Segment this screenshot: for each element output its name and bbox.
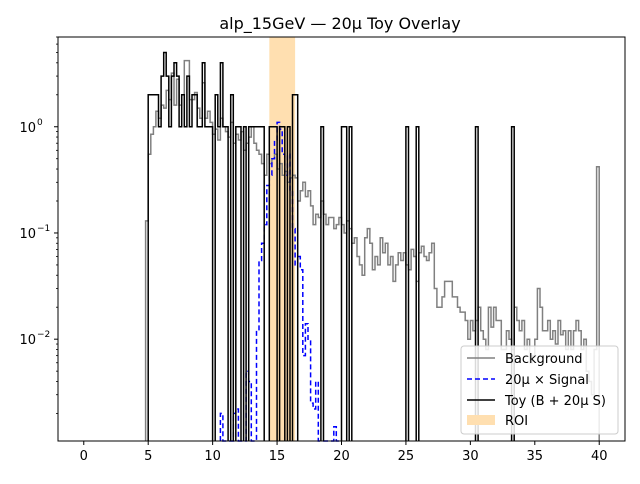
chart-title: alp_15GeV — 20μ Toy Overlay: [219, 14, 460, 34]
y-tick-exponent: 0: [37, 118, 43, 128]
y-tick-label: 10: [19, 121, 36, 136]
x-tick-label: 10: [204, 449, 221, 464]
x-tick-label: 20: [333, 449, 350, 464]
x-tick-label: 15: [269, 449, 286, 464]
toy-series: [147, 51, 515, 441]
legend-label-toy: Toy (B + 20μ S): [504, 394, 606, 409]
x-tick-label: 35: [527, 449, 544, 464]
x-axis: 0 5 10 15 20 25 30 35 40: [80, 441, 608, 464]
x-tick-label: 25: [398, 449, 415, 464]
y-tick-exponent: −1: [37, 224, 50, 234]
legend-label-background: Background: [505, 352, 583, 367]
x-tick-label: 5: [144, 449, 152, 464]
roi-band: [269, 37, 296, 441]
legend-box: [460, 345, 619, 435]
x-tick-label: 40: [591, 449, 608, 464]
roi-layer: [269, 37, 296, 441]
y-tick-label: 10: [19, 333, 36, 348]
legend: Background 20μ × Signal Toy (B + 20μ S) …: [460, 345, 619, 435]
y-tick-exponent: −2: [37, 330, 50, 340]
y-tick-label: 10: [19, 227, 36, 242]
signal-series: [219, 121, 339, 442]
x-tick-label: 30: [462, 449, 479, 464]
legend-swatch-roi: [467, 415, 495, 425]
legend-label-roi: ROI: [505, 414, 528, 429]
x-tick-label: 0: [80, 449, 88, 464]
legend-label-signal: 20μ × Signal: [505, 373, 589, 388]
